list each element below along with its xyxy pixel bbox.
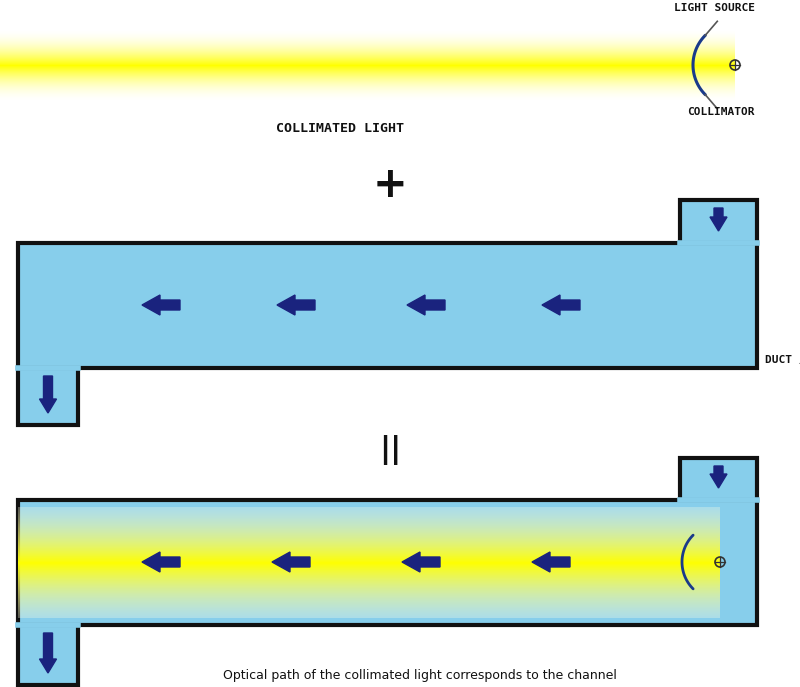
Text: ||: ||: [379, 435, 401, 465]
FancyArrow shape: [542, 295, 580, 315]
FancyArrow shape: [272, 552, 310, 572]
Text: COLLIMATOR: COLLIMATOR: [687, 107, 755, 117]
Text: +: +: [373, 164, 407, 206]
Bar: [18, 625, 78, 685]
FancyArrow shape: [710, 208, 727, 231]
Bar: [680, 200, 757, 243]
FancyArrow shape: [39, 376, 57, 413]
Text: DUCT / CHANNEL: DUCT / CHANNEL: [765, 355, 800, 365]
FancyArrow shape: [277, 295, 315, 315]
Bar: [18, 243, 757, 368]
FancyArrow shape: [710, 466, 727, 488]
Text: COLLIMATED LIGHT: COLLIMATED LIGHT: [276, 122, 404, 135]
FancyArrow shape: [407, 295, 445, 315]
Bar: [680, 458, 757, 500]
FancyArrow shape: [402, 552, 440, 572]
FancyArrow shape: [142, 552, 180, 572]
FancyArrow shape: [142, 295, 180, 315]
Text: Optical path of the collimated light corresponds to the channel: Optical path of the collimated light cor…: [223, 668, 617, 682]
Bar: [18, 500, 757, 625]
Text: LIGHT SOURCE: LIGHT SOURCE: [674, 3, 755, 13]
Bar: [18, 368, 78, 425]
FancyArrow shape: [39, 633, 57, 673]
FancyArrow shape: [532, 552, 570, 572]
